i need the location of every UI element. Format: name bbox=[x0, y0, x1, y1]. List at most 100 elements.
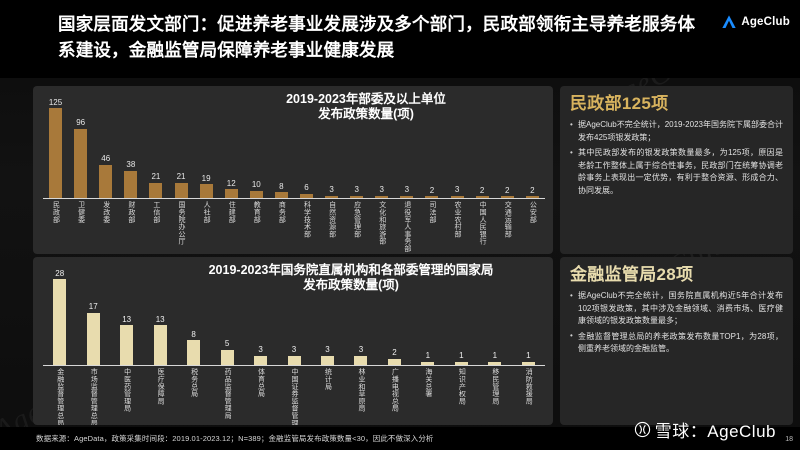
bar-value-label: 2 bbox=[479, 185, 485, 195]
bar-value-label: 2 bbox=[429, 185, 435, 195]
category-label: 商务部 bbox=[278, 201, 286, 223]
side-panel-minzhengbu: 民政部125项 据AgeClub不完全统计，2019-2023年国务院下属部委合… bbox=[560, 86, 793, 254]
chart-1-plot-area: 125 96 46 38 21 21 19 12 10 8 6 3 3 3 3 2 3 2 2 2 bbox=[43, 94, 545, 198]
bar-value-label: 6 bbox=[304, 183, 309, 193]
bar-column: 21 bbox=[143, 94, 168, 198]
bar-column: 13 bbox=[143, 265, 176, 365]
bar bbox=[220, 349, 234, 365]
bar bbox=[475, 196, 489, 198]
xueqiu-logo-icon bbox=[634, 421, 650, 438]
bar bbox=[249, 190, 263, 198]
data-source-note: 数据来源：AgeData，政策采集时间段：2019.01-2023.12；N=3… bbox=[36, 434, 434, 443]
chart-panel-bureaus: 2019-2023年国务院直属机构和各部委管理的国家局 发布政策数量(项) 28… bbox=[33, 257, 553, 425]
bar-value-label: 3 bbox=[358, 345, 364, 355]
chart-1-category-labels: 民政部 卫健委 发改委 财政部 工信部 国务院办公厅 人社部 住建部 教育部 商务部 科学技术部 自然… bbox=[43, 201, 545, 252]
bar-column: 10 bbox=[244, 94, 269, 198]
category-label: 农业农村部 bbox=[454, 201, 462, 238]
category-label: 财政部 bbox=[127, 201, 135, 223]
category-label: 交通运输部 bbox=[504, 201, 512, 238]
bar-value-label: 19 bbox=[201, 173, 211, 183]
bar-column: 2 bbox=[520, 94, 545, 198]
category-label: 科学技术部 bbox=[303, 201, 311, 238]
category-label: 林业和草原局 bbox=[357, 368, 365, 412]
bar bbox=[224, 189, 238, 198]
bar-column: 3 bbox=[344, 265, 377, 365]
category-label: 税务总局 bbox=[190, 368, 198, 398]
category-label: 体育总局 bbox=[257, 368, 265, 398]
category-label: 人社部 bbox=[203, 201, 211, 223]
bar bbox=[74, 128, 88, 198]
category-label: 司法部 bbox=[428, 201, 436, 223]
bar-value-label: 13 bbox=[122, 314, 132, 324]
bar bbox=[153, 325, 167, 365]
bar bbox=[53, 279, 67, 365]
bar-value-label: 10 bbox=[251, 180, 261, 190]
bar-value-label: 3 bbox=[379, 185, 384, 195]
category-label: 卫健委 bbox=[77, 201, 85, 223]
bar-value-label: 46 bbox=[101, 154, 111, 164]
ageclub-a-logo-icon bbox=[722, 15, 736, 28]
bar-value-label: 3 bbox=[404, 185, 410, 195]
bar-column: 38 bbox=[118, 94, 143, 198]
side-panel-2-heading: 金融监管局28项 bbox=[570, 265, 694, 284]
chart-2-axis bbox=[43, 365, 545, 366]
bar-column: 28 bbox=[43, 265, 76, 365]
bar bbox=[199, 184, 213, 198]
xueqiu-ageclub-brand: 雪球：AgeClub bbox=[634, 417, 776, 442]
bar-value-label: 8 bbox=[191, 329, 196, 339]
category-label: 民政部 bbox=[52, 201, 60, 223]
bar-value-label: 2 bbox=[505, 185, 510, 195]
bar-column: 2 bbox=[419, 94, 444, 198]
side-panel-1-heading: 民政部125项 bbox=[570, 94, 669, 113]
bar-value-label: 21 bbox=[176, 172, 186, 182]
bar bbox=[49, 108, 63, 198]
side-panel-2-bullets: 据AgeClub不完全统计，国务院直属机构近5年合计发布102项银发政策，其中涉… bbox=[570, 290, 783, 356]
bar-column: 3 bbox=[445, 94, 470, 198]
bar-value-label: 5 bbox=[224, 339, 230, 349]
bar-value-label: 3 bbox=[354, 185, 359, 195]
side-panel-1-bullets: 据AgeClub不完全统计，2019-2023年国务院下属部委合计发布425项银… bbox=[570, 118, 783, 198]
bar bbox=[254, 355, 268, 365]
bar-value-label: 96 bbox=[76, 118, 86, 128]
bar-value-label: 12 bbox=[226, 178, 236, 188]
bar-value-label: 3 bbox=[329, 185, 334, 195]
category-label: 海关总署 bbox=[424, 368, 432, 398]
bar-column: 6 bbox=[294, 94, 319, 198]
bar-value-label: 3 bbox=[291, 345, 297, 355]
bar bbox=[187, 340, 201, 365]
bar bbox=[287, 355, 301, 365]
bar-column: 17 bbox=[76, 265, 109, 365]
slide-footer: 数据来源：AgeData，政策采集时间段：2019.01-2023.12；N=3… bbox=[0, 421, 800, 450]
bar bbox=[454, 361, 468, 365]
bar bbox=[525, 196, 539, 198]
bar bbox=[400, 195, 414, 198]
category-label: 自然资源部 bbox=[328, 201, 336, 238]
category-label: 中国人民银行 bbox=[479, 201, 487, 245]
category-label: 工信部 bbox=[152, 201, 160, 223]
bar-column: 1 bbox=[512, 265, 545, 365]
bar-value-label: 21 bbox=[151, 172, 161, 182]
bar bbox=[299, 193, 313, 198]
bar-column: 2 bbox=[378, 265, 411, 365]
category-label: 教育部 bbox=[253, 201, 261, 223]
bar-column: 21 bbox=[168, 94, 193, 198]
bar-value-label: 8 bbox=[279, 181, 284, 191]
page-title: 国家层面发文部门：促进养老事业发展涉及多个部门，民政部领衔主导养老服务体系建设，… bbox=[58, 14, 696, 60]
bar-column: 5 bbox=[210, 265, 243, 365]
chart-2-plot-area: 28 17 13 13 8 5 3 3 3 3 2 1 1 1 1 bbox=[43, 265, 545, 365]
category-label: 住建部 bbox=[228, 201, 236, 223]
category-label: 公安部 bbox=[529, 201, 537, 223]
bar bbox=[149, 182, 163, 198]
category-label: 文化和旅游部 bbox=[378, 201, 386, 245]
bar bbox=[500, 196, 514, 198]
category-label: 药品监督管理局 bbox=[224, 368, 232, 420]
bullet-item: 据AgeClub不完全统计，2019-2023年国务院下属部委合计发布425项银… bbox=[570, 118, 783, 144]
ageclub-logo: AgeClub bbox=[721, 14, 790, 30]
bar-column: 3 bbox=[277, 265, 310, 365]
bar-column: 3 bbox=[311, 265, 344, 365]
bar-column: 46 bbox=[93, 94, 118, 198]
bar-value-label: 28 bbox=[55, 268, 65, 278]
bar-value-label: 17 bbox=[88, 302, 98, 312]
bar-value-label: 1 bbox=[526, 351, 531, 361]
